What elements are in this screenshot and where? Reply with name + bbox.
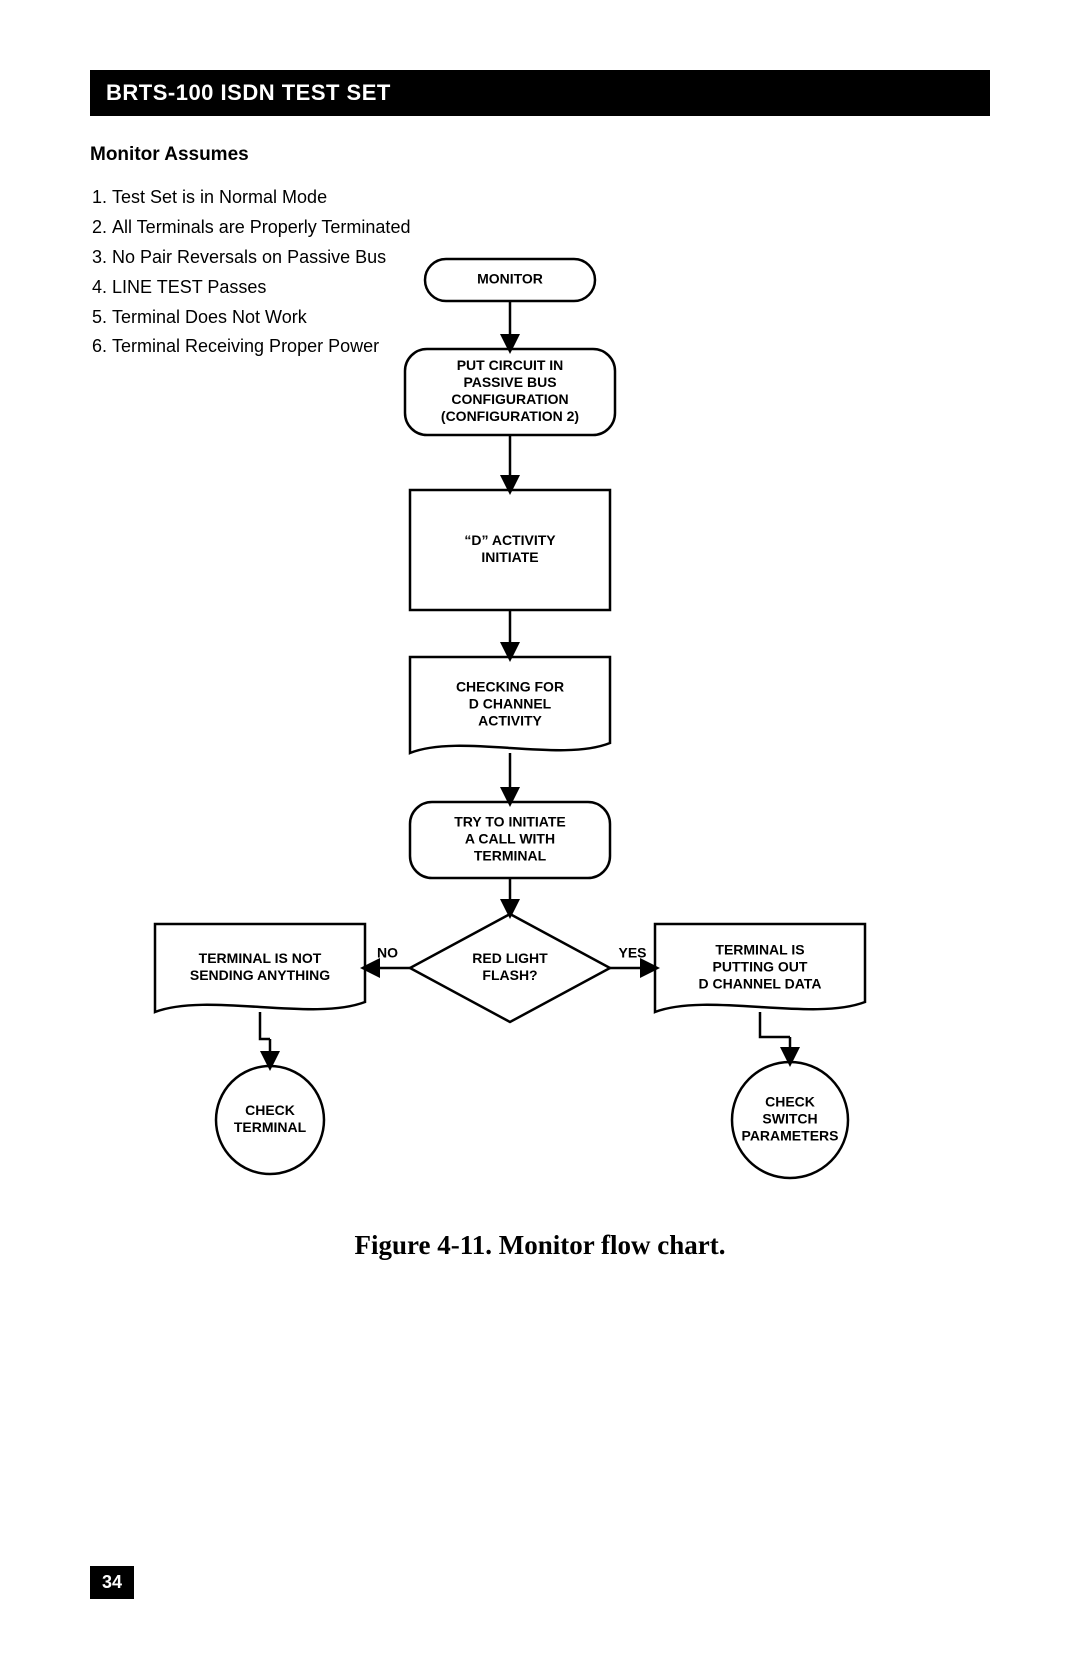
svg-text:YES: YES xyxy=(618,945,646,961)
svg-text:PASSIVE BUS: PASSIVE BUS xyxy=(463,374,556,390)
svg-text:PUTTING OUT: PUTTING OUT xyxy=(713,959,808,975)
svg-text:SENDING ANYTHING: SENDING ANYTHING xyxy=(190,967,330,983)
svg-text:CHECK: CHECK xyxy=(245,1102,295,1118)
svg-text:CHECKING FOR: CHECKING FOR xyxy=(456,679,564,695)
svg-text:RED LIGHT: RED LIGHT xyxy=(472,950,548,966)
svg-text:SWITCH: SWITCH xyxy=(762,1111,817,1127)
svg-text:TERMINAL: TERMINAL xyxy=(474,848,547,864)
svg-text:NO: NO xyxy=(377,945,398,961)
svg-text:ACTIVITY: ACTIVITY xyxy=(478,713,542,729)
svg-text:CONFIGURATION: CONFIGURATION xyxy=(451,391,568,407)
svg-text:D CHANNEL: D CHANNEL xyxy=(469,696,552,712)
svg-text:MONITOR: MONITOR xyxy=(477,271,543,287)
svg-text:PUT CIRCUIT IN: PUT CIRCUIT IN xyxy=(457,357,564,373)
svg-text:A CALL WITH: A CALL WITH xyxy=(465,831,555,847)
svg-text:(CONFIGURATION 2): (CONFIGURATION 2) xyxy=(441,408,579,424)
svg-text:D CHANNEL DATA: D CHANNEL DATA xyxy=(699,976,822,992)
svg-text:TERMINAL: TERMINAL xyxy=(234,1119,307,1135)
svg-text:TERMINAL IS NOT: TERMINAL IS NOT xyxy=(199,950,322,966)
svg-text:FLASH?: FLASH? xyxy=(482,967,537,983)
flowchart-svg: MONITOR PUT CIRCUIT INPASSIVE BUSCONFIGUR… xyxy=(0,0,1080,1669)
svg-text:PARAMETERS: PARAMETERS xyxy=(742,1128,839,1144)
svg-text:“D” ACTIVITY: “D” ACTIVITY xyxy=(464,532,556,548)
svg-text:TRY TO INITIATE: TRY TO INITIATE xyxy=(454,814,566,830)
svg-text:CHECK: CHECK xyxy=(765,1094,815,1110)
svg-text:INITIATE: INITIATE xyxy=(481,549,538,565)
svg-text:TERMINAL IS: TERMINAL IS xyxy=(715,942,804,958)
